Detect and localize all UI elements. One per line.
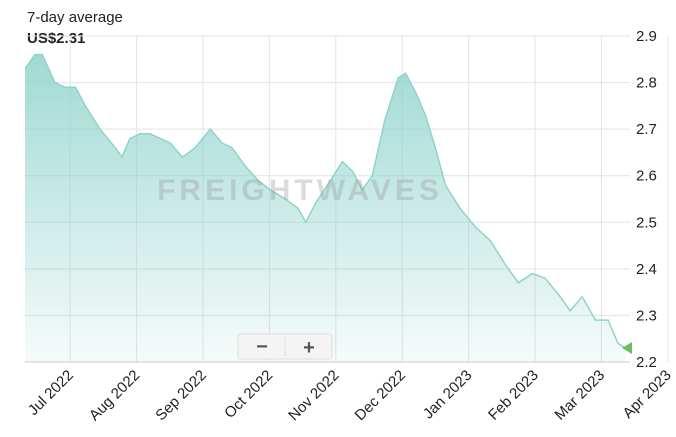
y-tick-label: 2.4 (636, 261, 657, 278)
x-tick-label: Oct 2022 (221, 367, 276, 422)
area-fill (25, 54, 626, 362)
zoom-control: − + (237, 333, 333, 360)
area-line (24, 53, 626, 349)
y-tick-label: 2.6 (636, 168, 657, 185)
x-tick-label: Jul 2022 (25, 367, 77, 419)
y-tick-label: 2.7 (636, 121, 657, 138)
x-tick-label: Dec 2022 (352, 367, 409, 424)
y-tick-label: 2.3 (636, 307, 657, 324)
y-tick-label: 2.2 (636, 354, 657, 371)
x-tick-label: Sep 2022 (152, 367, 209, 424)
x-tick-label: Feb 2023 (485, 367, 542, 424)
zoom-out-button[interactable]: − (256, 336, 268, 358)
x-tick-label: Apr 2023 (620, 367, 675, 422)
current-marker (622, 342, 632, 355)
y-tick-label: 2.8 (636, 75, 657, 92)
x-tick-label: Jan 2023 (420, 367, 476, 423)
series-label: 7-day average (27, 9, 123, 26)
y-tick-label: 2.9 (636, 28, 657, 45)
x-tick-label: Aug 2022 (86, 367, 143, 424)
current-value: US$2.31 (27, 30, 85, 47)
x-tick-label: Nov 2022 (285, 367, 342, 424)
watermark: FREIGHTWAVES (157, 174, 443, 207)
zoom-in-button[interactable]: + (303, 337, 315, 359)
x-tick-label: Mar 2023 (551, 367, 608, 424)
y-tick-label: 2.5 (636, 214, 657, 231)
